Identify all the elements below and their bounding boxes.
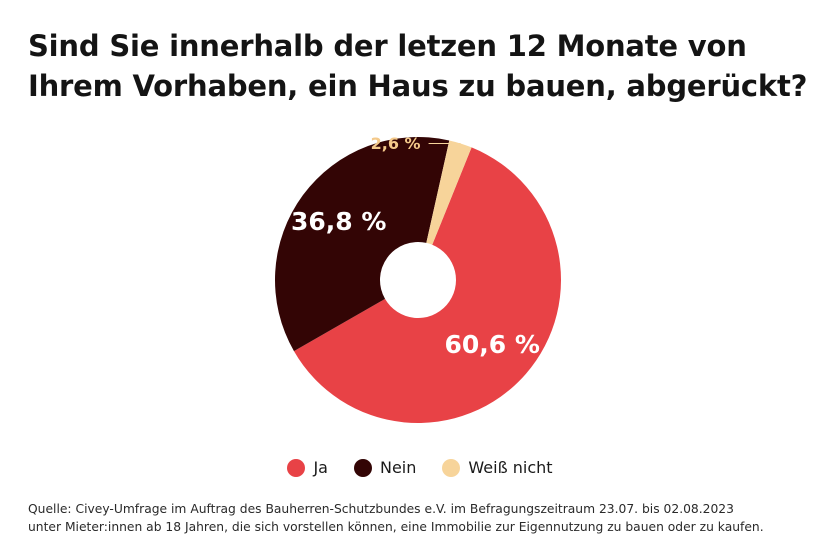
legend: Ja Nein Weiß nicht	[0, 458, 840, 477]
slice-weiss-nicht	[426, 140, 472, 245]
legend-label-ja: Ja	[313, 458, 328, 477]
donut-chart: 60,6 % 36,8 % 2,6 %	[275, 134, 561, 423]
legend-label-weiss-nicht: Weiß nicht	[468, 458, 553, 477]
donut-labels: 60,6 % 36,8 % 2,6 %	[291, 134, 540, 359]
legend-label-nein: Nein	[379, 458, 417, 477]
source-note: Quelle: Civey-Umfrage im Auftrag des Bau…	[28, 500, 828, 536]
slice-label-ja: 60,6 %	[445, 330, 540, 359]
legend-item-nein: Nein	[353, 458, 417, 477]
slice-ja	[293, 147, 561, 423]
chart-title: Sind Sie innerhalb der letzen 12 Monate …	[28, 26, 818, 106]
source-line-1: Quelle: Civey-Umfrage im Auftrag des Bau…	[28, 502, 734, 516]
donut-slices	[275, 137, 561, 423]
chart-title-line-1: Sind Sie innerhalb der letzen 12 Monate …	[28, 29, 747, 63]
source-line-2: unter Mieter:innen ab 18 Jahren, die sic…	[28, 520, 764, 534]
legend-swatch-weiss-nicht	[442, 458, 461, 477]
slice-nein	[275, 137, 450, 352]
legend-item-weiss-nicht: Weiß nicht	[442, 458, 553, 477]
legend-swatch-nein	[353, 458, 372, 477]
legend-item-ja: Ja	[287, 458, 328, 477]
slice-label-nein: 36,8 %	[291, 207, 386, 236]
legend-swatch-ja	[287, 458, 306, 477]
slice-label-weiss-nicht: 2,6 %	[371, 134, 421, 153]
chart-title-line-2: Ihrem Vorhaben, ein Haus zu bauen, abger…	[28, 69, 808, 103]
